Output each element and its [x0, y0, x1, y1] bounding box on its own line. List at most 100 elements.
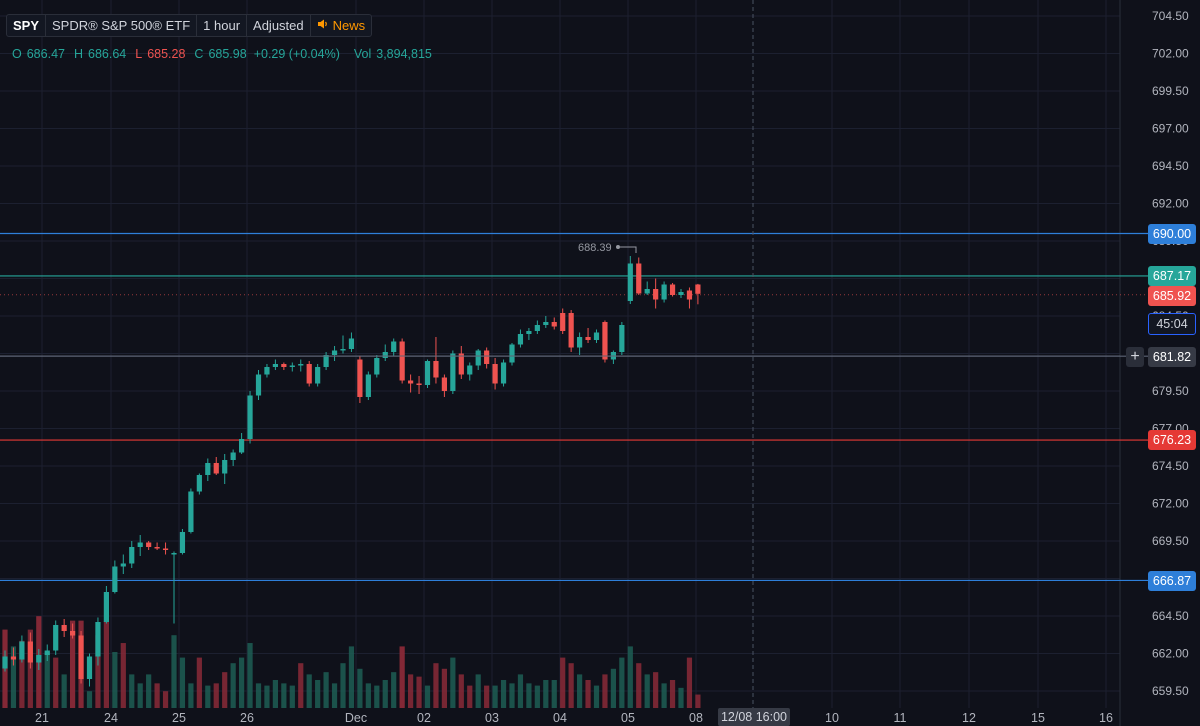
candle-body — [602, 322, 608, 360]
candle — [95, 617, 101, 666]
low-value: 685.28 — [147, 47, 186, 61]
candle — [213, 457, 219, 475]
candle-body — [585, 337, 591, 340]
candle-body — [500, 362, 507, 384]
candle — [610, 350, 616, 364]
candle — [382, 344, 388, 361]
symbol-button[interactable]: SPY — [7, 15, 47, 36]
candle-body — [551, 322, 557, 327]
candle-body — [458, 353, 464, 375]
candle — [298, 359, 304, 372]
symbol-name[interactable]: SPDR® S&P 500® ETF — [46, 15, 198, 36]
price-tick-label: 704.50 — [1152, 9, 1189, 23]
candle — [239, 433, 245, 454]
volume-bar — [230, 663, 236, 708]
candle — [391, 338, 397, 357]
candle — [61, 619, 67, 637]
volume-bar — [467, 685, 473, 708]
volume-bar — [475, 674, 481, 708]
candle — [568, 310, 574, 352]
candle — [695, 283, 701, 305]
candle-body — [619, 325, 625, 352]
candle — [222, 454, 228, 484]
volume-bar — [416, 676, 422, 708]
volume-bar — [568, 663, 574, 708]
candle-body — [205, 463, 211, 475]
candle — [188, 488, 194, 534]
candle-body — [272, 364, 278, 367]
candle-body — [695, 284, 701, 294]
candle-body — [171, 553, 177, 555]
candle — [517, 329, 524, 348]
candle-body — [70, 631, 76, 636]
candle-body — [86, 656, 93, 679]
volume-bar — [695, 694, 701, 708]
volume-bar — [408, 674, 414, 708]
add-alert-plus-icon[interactable]: + — [1126, 347, 1144, 367]
candle-body — [348, 338, 355, 349]
time-tick-label: Dec — [345, 711, 367, 725]
candle-body — [188, 491, 194, 532]
volume-bar — [323, 672, 329, 708]
volume-bar — [53, 657, 59, 708]
volume-bar — [357, 668, 363, 708]
candle-body — [230, 452, 236, 460]
candle-body — [399, 341, 405, 381]
volume-bar — [458, 674, 464, 708]
candle-body — [129, 547, 135, 564]
candle-body — [281, 364, 287, 367]
candle-body — [450, 353, 456, 391]
adjustment-button[interactable]: Adjusted — [247, 15, 311, 36]
time-tick-label: 03 — [485, 711, 499, 725]
time-tick-label: 24 — [104, 711, 118, 725]
volume-bar — [424, 685, 431, 708]
volume-bar — [264, 685, 270, 708]
volume-bar — [619, 657, 625, 708]
volume-bar — [577, 674, 583, 708]
time-tick-label: 25 — [172, 711, 186, 725]
price-tick-label: 679.50 — [1152, 384, 1189, 398]
volume-bar — [171, 635, 177, 708]
price-tick-label: 702.00 — [1152, 47, 1189, 61]
candlesticks — [2, 256, 701, 687]
candle-body — [382, 352, 388, 358]
candle-body — [340, 349, 346, 351]
news-button[interactable]: News — [311, 15, 372, 36]
candle — [669, 283, 676, 297]
crosshair-price-label: 681.82 — [1148, 347, 1196, 367]
close-value: 685.98 — [208, 47, 247, 61]
volume-bar — [593, 685, 600, 708]
candle-body — [146, 542, 152, 547]
volume-bar — [450, 657, 456, 708]
candle — [619, 322, 625, 355]
volume-bar — [399, 646, 405, 708]
candle — [526, 328, 532, 340]
time-tick-label: 15 — [1031, 711, 1045, 725]
interval-button[interactable]: 1 hour — [197, 15, 248, 36]
candle — [36, 649, 42, 670]
candle — [661, 281, 667, 303]
candle-body — [678, 292, 684, 295]
volume-bar — [661, 683, 667, 708]
candle-body — [408, 380, 414, 384]
candle-body — [509, 344, 515, 363]
volume-bar — [534, 685, 540, 708]
volume-bar — [137, 683, 143, 708]
candle-body — [289, 365, 295, 367]
volume-bar — [103, 620, 109, 708]
volume-bar — [627, 646, 633, 708]
volume-bar — [239, 657, 245, 708]
candle — [171, 551, 177, 624]
high-marker-dot — [616, 245, 620, 249]
high-label: H — [73, 47, 83, 61]
volume-bar — [86, 691, 93, 708]
volume-bar — [120, 643, 126, 708]
volume-bar — [162, 691, 169, 708]
candle — [365, 371, 371, 400]
candle — [78, 631, 84, 684]
candle — [154, 542, 160, 550]
candle-body — [10, 656, 17, 660]
candle — [458, 346, 464, 379]
volume-bar — [382, 680, 388, 708]
